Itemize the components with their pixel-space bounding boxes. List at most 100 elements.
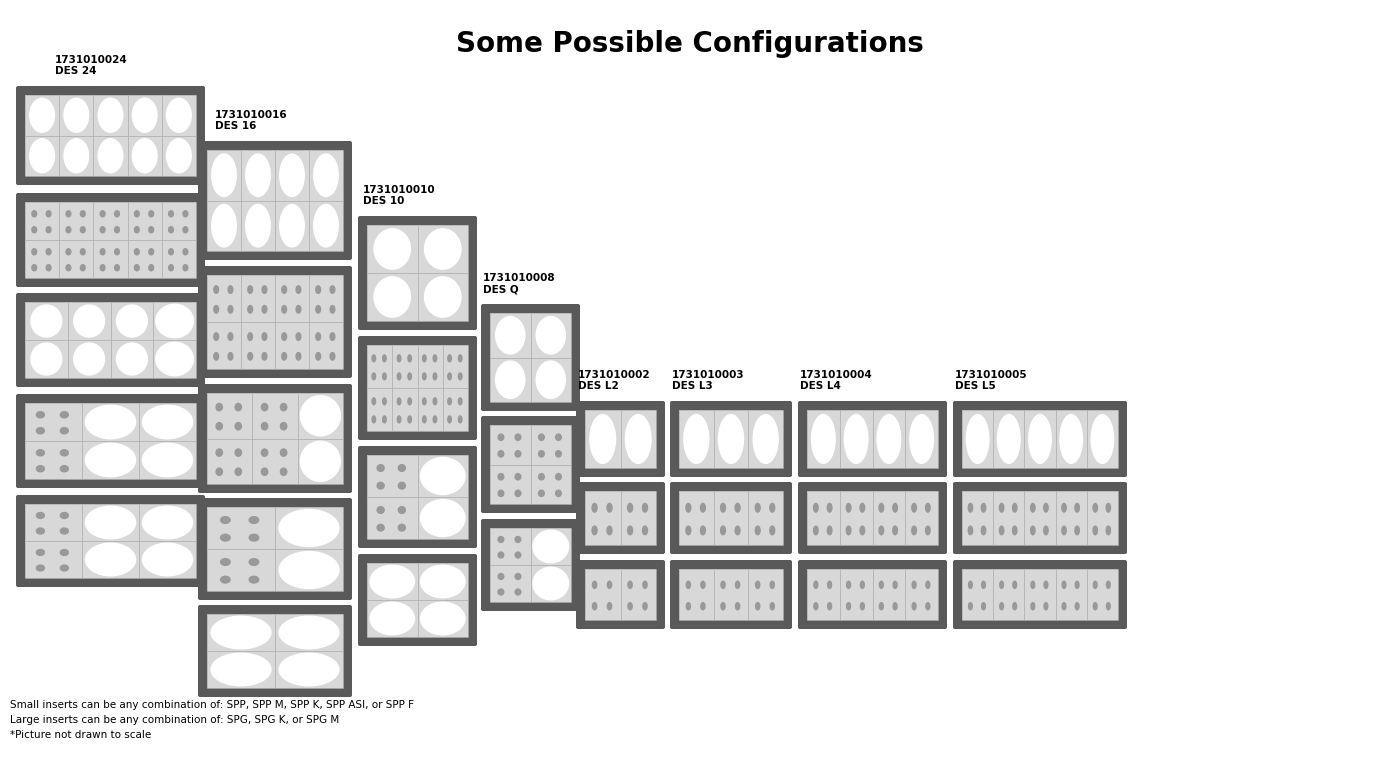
Ellipse shape [80,227,85,233]
Bar [25,441,81,479]
Bar [807,410,840,468]
Ellipse shape [376,465,385,471]
Bar [81,504,139,541]
Ellipse shape [498,434,503,441]
Text: 1731010024: 1731010024 [55,55,128,65]
Ellipse shape [85,543,135,576]
Ellipse shape [134,265,139,271]
Bar [25,202,196,278]
Bar [110,302,153,340]
Ellipse shape [36,412,44,417]
Bar [128,240,161,278]
Ellipse shape [607,504,612,512]
Ellipse shape [814,603,818,610]
Ellipse shape [1106,526,1110,535]
Ellipse shape [114,211,120,217]
Bar [25,95,59,136]
Bar [241,200,274,251]
Ellipse shape [36,428,44,434]
Ellipse shape [80,211,85,217]
Ellipse shape [684,414,709,463]
Bar [59,202,94,240]
Ellipse shape [134,227,139,233]
Ellipse shape [132,99,157,132]
Bar [531,465,571,504]
Ellipse shape [1000,603,1004,610]
Bar [585,410,621,468]
Ellipse shape [47,227,51,233]
Ellipse shape [408,416,411,423]
Ellipse shape [114,265,120,271]
Ellipse shape [217,449,222,456]
Ellipse shape [63,139,88,173]
Ellipse shape [167,99,192,132]
Ellipse shape [539,490,545,497]
Bar [490,465,531,504]
Bar [367,225,418,273]
Bar [531,358,571,402]
Ellipse shape [421,458,465,494]
FancyBboxPatch shape [359,216,477,330]
Ellipse shape [880,581,884,588]
Ellipse shape [701,603,705,610]
Bar [161,240,196,278]
Ellipse shape [687,581,691,588]
Ellipse shape [721,526,725,535]
Ellipse shape [701,526,705,535]
Ellipse shape [1062,581,1066,588]
Ellipse shape [1062,526,1066,535]
Ellipse shape [262,468,268,476]
Bar [531,528,571,565]
Ellipse shape [212,154,236,196]
Ellipse shape [116,305,148,337]
Ellipse shape [1076,504,1080,512]
Ellipse shape [912,581,916,588]
Ellipse shape [279,616,339,649]
Bar [25,504,196,578]
Bar [714,569,749,620]
Ellipse shape [516,473,521,480]
Ellipse shape [183,211,188,217]
Ellipse shape [860,504,865,512]
Bar [490,358,531,402]
Ellipse shape [217,404,222,411]
Bar [110,340,153,378]
Ellipse shape [61,428,69,434]
Ellipse shape [279,552,339,588]
Ellipse shape [847,526,851,535]
Ellipse shape [301,396,341,436]
Ellipse shape [607,581,612,588]
Ellipse shape [149,227,153,233]
Ellipse shape [316,286,320,293]
Ellipse shape [280,449,287,456]
Ellipse shape [1076,581,1078,588]
Ellipse shape [556,451,561,457]
Ellipse shape [701,504,705,512]
Ellipse shape [250,517,259,523]
Bar [309,150,343,200]
Ellipse shape [142,405,193,438]
Ellipse shape [756,504,760,512]
Ellipse shape [422,373,426,379]
Ellipse shape [968,504,972,512]
Ellipse shape [425,229,461,269]
Bar [153,302,196,340]
Ellipse shape [827,526,832,535]
Ellipse shape [221,517,230,523]
FancyBboxPatch shape [17,193,205,287]
Ellipse shape [296,286,301,293]
Ellipse shape [1030,504,1036,512]
Ellipse shape [61,450,69,456]
Ellipse shape [1076,603,1078,610]
Ellipse shape [73,305,105,337]
Ellipse shape [516,589,521,595]
Ellipse shape [376,525,385,531]
Bar [678,410,714,468]
Bar [153,340,196,378]
Bar [161,136,196,176]
FancyBboxPatch shape [199,605,352,697]
Ellipse shape [61,412,69,417]
Bar [207,651,274,688]
Ellipse shape [421,602,465,635]
Ellipse shape [280,404,287,411]
